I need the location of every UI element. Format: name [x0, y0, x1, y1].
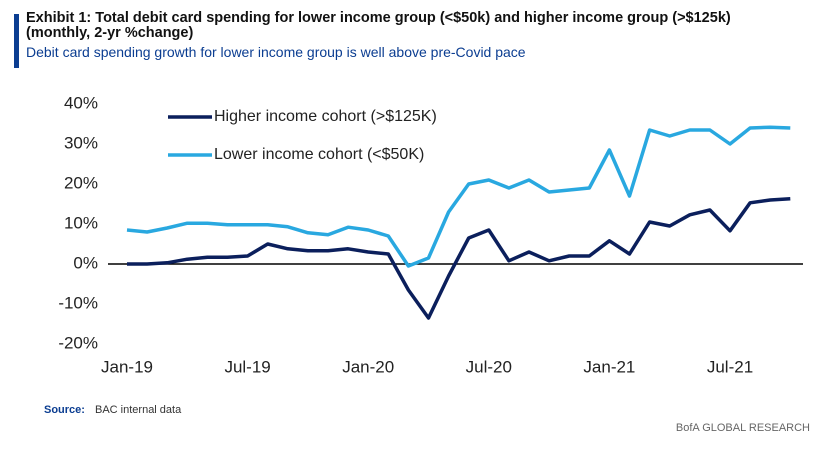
y-tick-label: 20%	[64, 173, 98, 192]
x-tick-label: Jan-19	[101, 357, 153, 376]
footer: BofA GLOBAL RESEARCH	[676, 422, 810, 434]
x-tick-label: Jul-19	[224, 357, 270, 376]
source-label: Source:	[44, 404, 85, 416]
y-tick-label: 30%	[64, 133, 98, 152]
legend-label: Higher income cohort (>$125K)	[214, 108, 437, 125]
header: Exhibit 1: Total debit card spending for…	[26, 11, 731, 60]
y-tick-label: 40%	[64, 93, 98, 112]
x-tick-label: Jul-21	[707, 357, 753, 376]
chart-subtitle: Debit card spending growth for lower inc…	[26, 44, 526, 60]
y-tick-label: 10%	[64, 213, 98, 232]
x-tick-label: Jan-20	[342, 357, 394, 376]
series-line	[127, 197, 791, 320]
y-tick-label: -10%	[58, 293, 98, 312]
y-tick-label: 0%	[73, 253, 98, 272]
accent-bar	[14, 14, 19, 68]
chart-title: Exhibit 1: Total debit card spending for…	[26, 11, 731, 41]
x-tick-label: Jul-20	[466, 357, 512, 376]
x-tick-label: Jan-21	[583, 357, 635, 376]
series-line	[126, 125, 791, 268]
legend-label: Lower income cohort (<$50K)	[214, 146, 424, 163]
source: BAC internal data	[95, 404, 182, 416]
y-tick-label: -20%	[58, 333, 98, 352]
